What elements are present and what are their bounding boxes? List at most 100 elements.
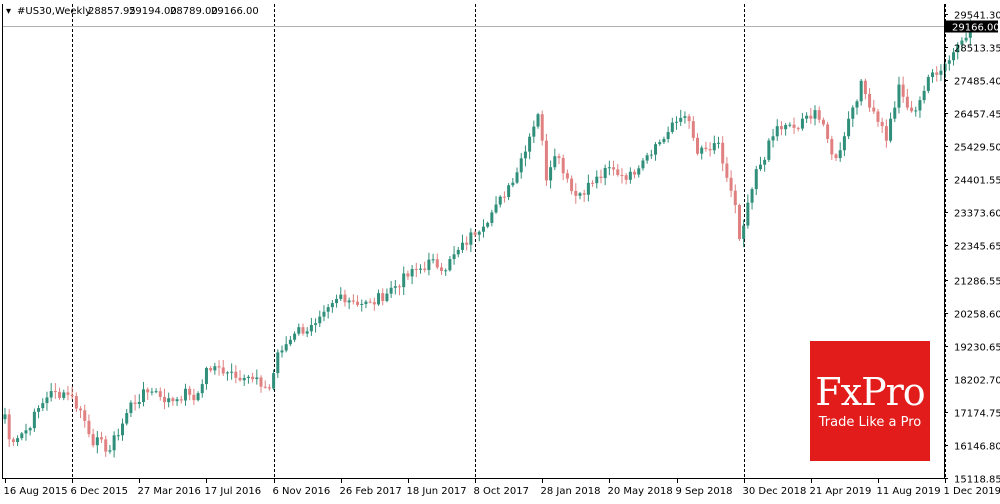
candle-body: [138, 402, 141, 404]
candle-body: [507, 185, 510, 197]
candle: [159, 387, 162, 400]
candle-body: [587, 183, 590, 195]
candle: [767, 138, 770, 162]
candle-body: [385, 294, 388, 301]
candle: [96, 431, 99, 453]
candle-body: [251, 377, 254, 379]
candle: [578, 192, 581, 199]
candle-body: [780, 126, 783, 129]
y-tick-label: 23373.60: [954, 209, 1000, 220]
logo-name: FxPro: [810, 373, 930, 411]
candle-body: [29, 428, 32, 430]
candle: [537, 113, 540, 129]
candle: [163, 389, 166, 410]
candle: [528, 133, 531, 159]
candle: [633, 169, 636, 178]
candle-body: [486, 223, 489, 227]
candle: [444, 268, 447, 276]
candle: [339, 287, 342, 301]
candle-body: [931, 72, 934, 77]
candle: [902, 76, 905, 102]
candle-body: [650, 155, 653, 156]
candle-body: [746, 203, 749, 226]
candle-body: [604, 168, 607, 178]
candle-body: [704, 148, 707, 149]
candle-body: [54, 391, 57, 392]
candle-body: [558, 156, 561, 158]
candle: [721, 136, 724, 171]
candle-body: [453, 254, 456, 259]
candle: [461, 235, 464, 253]
candle-body: [700, 148, 703, 154]
candle: [780, 121, 783, 135]
candle-body: [113, 435, 116, 450]
axes: [2, 4, 945, 479]
candle: [62, 390, 65, 401]
candle: [868, 88, 871, 112]
y-tick-label: 28513.35: [954, 44, 1000, 55]
candle-body: [12, 439, 15, 442]
candle: [835, 153, 838, 161]
candle: [192, 389, 195, 405]
candle-body: [918, 100, 921, 110]
candle-body: [528, 137, 531, 152]
candle-body: [352, 300, 355, 301]
candle-body: [92, 434, 95, 445]
candle: [486, 222, 489, 229]
candle: [570, 176, 573, 195]
candle: [469, 228, 472, 252]
candle: [696, 133, 699, 155]
candle: [507, 183, 510, 200]
candle-body: [520, 158, 523, 172]
candle: [872, 100, 875, 114]
candle-body: [364, 302, 367, 304]
candle: [612, 161, 615, 176]
candle-body: [646, 155, 649, 160]
candle-body: [398, 286, 401, 287]
candle-body: [448, 259, 451, 270]
candle-body: [239, 378, 242, 380]
candle: [759, 157, 762, 171]
candle: [301, 324, 304, 336]
candle-body: [696, 138, 699, 154]
candle-body: [24, 430, 27, 433]
candle-body: [482, 227, 485, 232]
candle-body: [62, 392, 65, 398]
logo-tagline: Trade Like a Pro: [810, 415, 930, 430]
candle-body: [134, 403, 137, 404]
candle: [41, 398, 44, 411]
current-price-label: 29166.00: [945, 21, 1000, 34]
candle-body: [293, 334, 296, 340]
candle: [226, 371, 229, 381]
candle-body: [784, 125, 787, 129]
candle-body: [146, 389, 149, 392]
candle: [184, 384, 187, 406]
candle: [562, 155, 565, 181]
candle: [247, 375, 250, 384]
candle-body: [322, 312, 325, 317]
candle: [71, 387, 74, 400]
candle: [679, 110, 682, 126]
candle-body: [721, 143, 724, 164]
x-tick-label: 20 May 2018: [608, 486, 673, 497]
candle: [352, 294, 355, 304]
candle: [209, 366, 212, 372]
candle: [688, 114, 691, 129]
candle-body: [583, 193, 586, 194]
x-tick-label: 16 Aug 2015: [4, 486, 68, 497]
candle: [713, 136, 716, 154]
candle-body: [331, 303, 334, 307]
candle: [801, 113, 804, 131]
candle-body: [679, 118, 682, 122]
candle-body: [516, 172, 519, 182]
candle: [155, 388, 158, 393]
candle-body: [667, 132, 670, 139]
candle-body: [742, 226, 745, 239]
candle: [566, 170, 569, 183]
candle-body: [318, 317, 321, 324]
candle: [490, 210, 493, 226]
candle: [197, 391, 200, 401]
candle: [860, 79, 863, 106]
x-tick-label: 18 Jun 2017: [407, 486, 467, 497]
candle: [788, 122, 791, 127]
